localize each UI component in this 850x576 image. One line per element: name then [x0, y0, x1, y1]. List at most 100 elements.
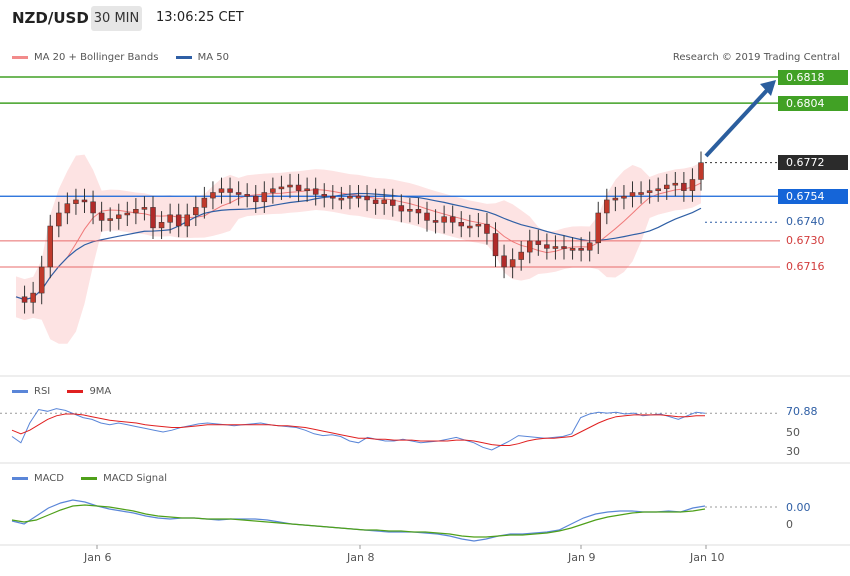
legend-swatch-icon [175, 55, 192, 59]
rsi-30-label: 30 [786, 445, 800, 458]
candle-body [167, 214, 173, 223]
candle-body [30, 292, 36, 303]
timestamp: 13:06:25 CET [156, 10, 244, 25]
candle-body [81, 199, 88, 203]
rsi-current-label: 70.88 [786, 405, 818, 418]
candle-body [253, 195, 259, 203]
candle-body [655, 188, 661, 192]
legend-rsi-label: RSI [34, 386, 51, 397]
macd-legend: MACD MACD Signal [12, 473, 181, 484]
legend-swatch-icon [81, 476, 98, 480]
projection-arrow [704, 85, 772, 158]
candle-body [535, 240, 542, 245]
x-label-jan10: Jan 10 [690, 551, 725, 564]
legend-rsi: RSI [12, 386, 50, 397]
legend-macd-signal: MACD Signal [81, 473, 167, 484]
candle-body [638, 192, 644, 195]
candle-body [235, 192, 242, 195]
candle-body [141, 207, 148, 210]
candle-body [124, 212, 131, 216]
candle-body [184, 214, 190, 227]
legend-macd-signal-label: MACD Signal [103, 473, 168, 484]
candle-body [38, 266, 45, 294]
candle-body [98, 212, 105, 221]
candle-body [312, 188, 319, 195]
candle-body [509, 259, 516, 268]
legend-swatch-icon [12, 389, 28, 393]
candle-body [372, 199, 379, 204]
candle-body [586, 242, 593, 251]
candle-body [244, 194, 250, 197]
candle-body [381, 199, 387, 204]
candle-body [449, 216, 456, 223]
legend-9ma-label: 9MA [89, 386, 112, 397]
macd-zero-label: 0 [786, 518, 793, 531]
x-label-jan6: Jan 6 [84, 551, 112, 564]
candle-body [175, 214, 182, 227]
candle-body [629, 192, 636, 197]
candle-body [347, 195, 353, 199]
macd-current-label: 0.00 [786, 501, 811, 514]
candle-body [492, 233, 499, 257]
candle-body [689, 179, 696, 191]
last-price-tag: 0.6772 [778, 155, 848, 170]
candle-body [355, 195, 362, 199]
candle-body [501, 255, 507, 268]
macd-line [11, 499, 706, 542]
candle-body [210, 192, 216, 199]
candle-body [527, 240, 533, 253]
symbol-title: NZD/USD [12, 9, 89, 27]
candle-body [398, 205, 405, 212]
candle-body [295, 184, 302, 191]
rsi-50-label: 50 [786, 426, 800, 439]
candle-body [158, 222, 165, 229]
target-2-tag: 0.6818 [778, 70, 848, 85]
support-2-label: 0.6730 [786, 234, 825, 247]
legend-9ma: 9MA [67, 386, 111, 397]
candle-body [193, 207, 199, 216]
candle-body [73, 199, 79, 204]
candle-body [287, 184, 293, 188]
candle-body [484, 223, 490, 234]
main-legend: MA 20 + Bollinger Bands MA 50 [12, 52, 243, 63]
chart-header: NZD/USD 30 MIN 13:06:25 CET [0, 0, 850, 38]
candle-body [424, 212, 430, 221]
candle-body [227, 188, 233, 193]
candle-body [364, 195, 370, 201]
copyright: Research © 2019 Trading Central [672, 52, 840, 63]
candle-body [133, 209, 139, 214]
candle-body [278, 186, 285, 190]
legend-bollinger: MA 20 + Bollinger Bands [12, 52, 158, 63]
target-1-tag: 0.6804 [778, 96, 848, 111]
legend-swatch-icon [12, 476, 28, 480]
candle-body [330, 195, 336, 199]
legend-ma50-label: MA 50 [197, 52, 229, 63]
rsi-line [11, 408, 706, 451]
candle-body [681, 182, 687, 191]
legend-ma50: MA 50 [175, 52, 229, 63]
candle-body [304, 188, 310, 192]
legend-macd-label: MACD [34, 473, 64, 484]
x-label-jan8: Jan 8 [347, 551, 375, 564]
candle-body [116, 214, 122, 219]
candle-body [441, 216, 447, 223]
candle-body [552, 246, 559, 249]
candle-body [544, 244, 550, 249]
candle-body [150, 207, 156, 229]
x-label-jan9: Jan 9 [568, 551, 596, 564]
candle-body [458, 222, 464, 227]
candle-body [107, 218, 113, 221]
bollinger-band [16, 154, 701, 344]
candle-body [578, 248, 584, 251]
rsi-ma-line [11, 413, 705, 446]
legend-bollinger-label: MA 20 + Bollinger Bands [34, 52, 159, 63]
macd-signal-line [11, 504, 706, 538]
candle-body [561, 246, 567, 249]
candle-body [467, 225, 473, 229]
legend-swatch-icon [67, 389, 84, 393]
candle-body [475, 223, 482, 227]
timeframe-button[interactable]: 30 MIN [91, 6, 142, 31]
candle-body [21, 296, 28, 303]
candle-body [407, 209, 413, 212]
